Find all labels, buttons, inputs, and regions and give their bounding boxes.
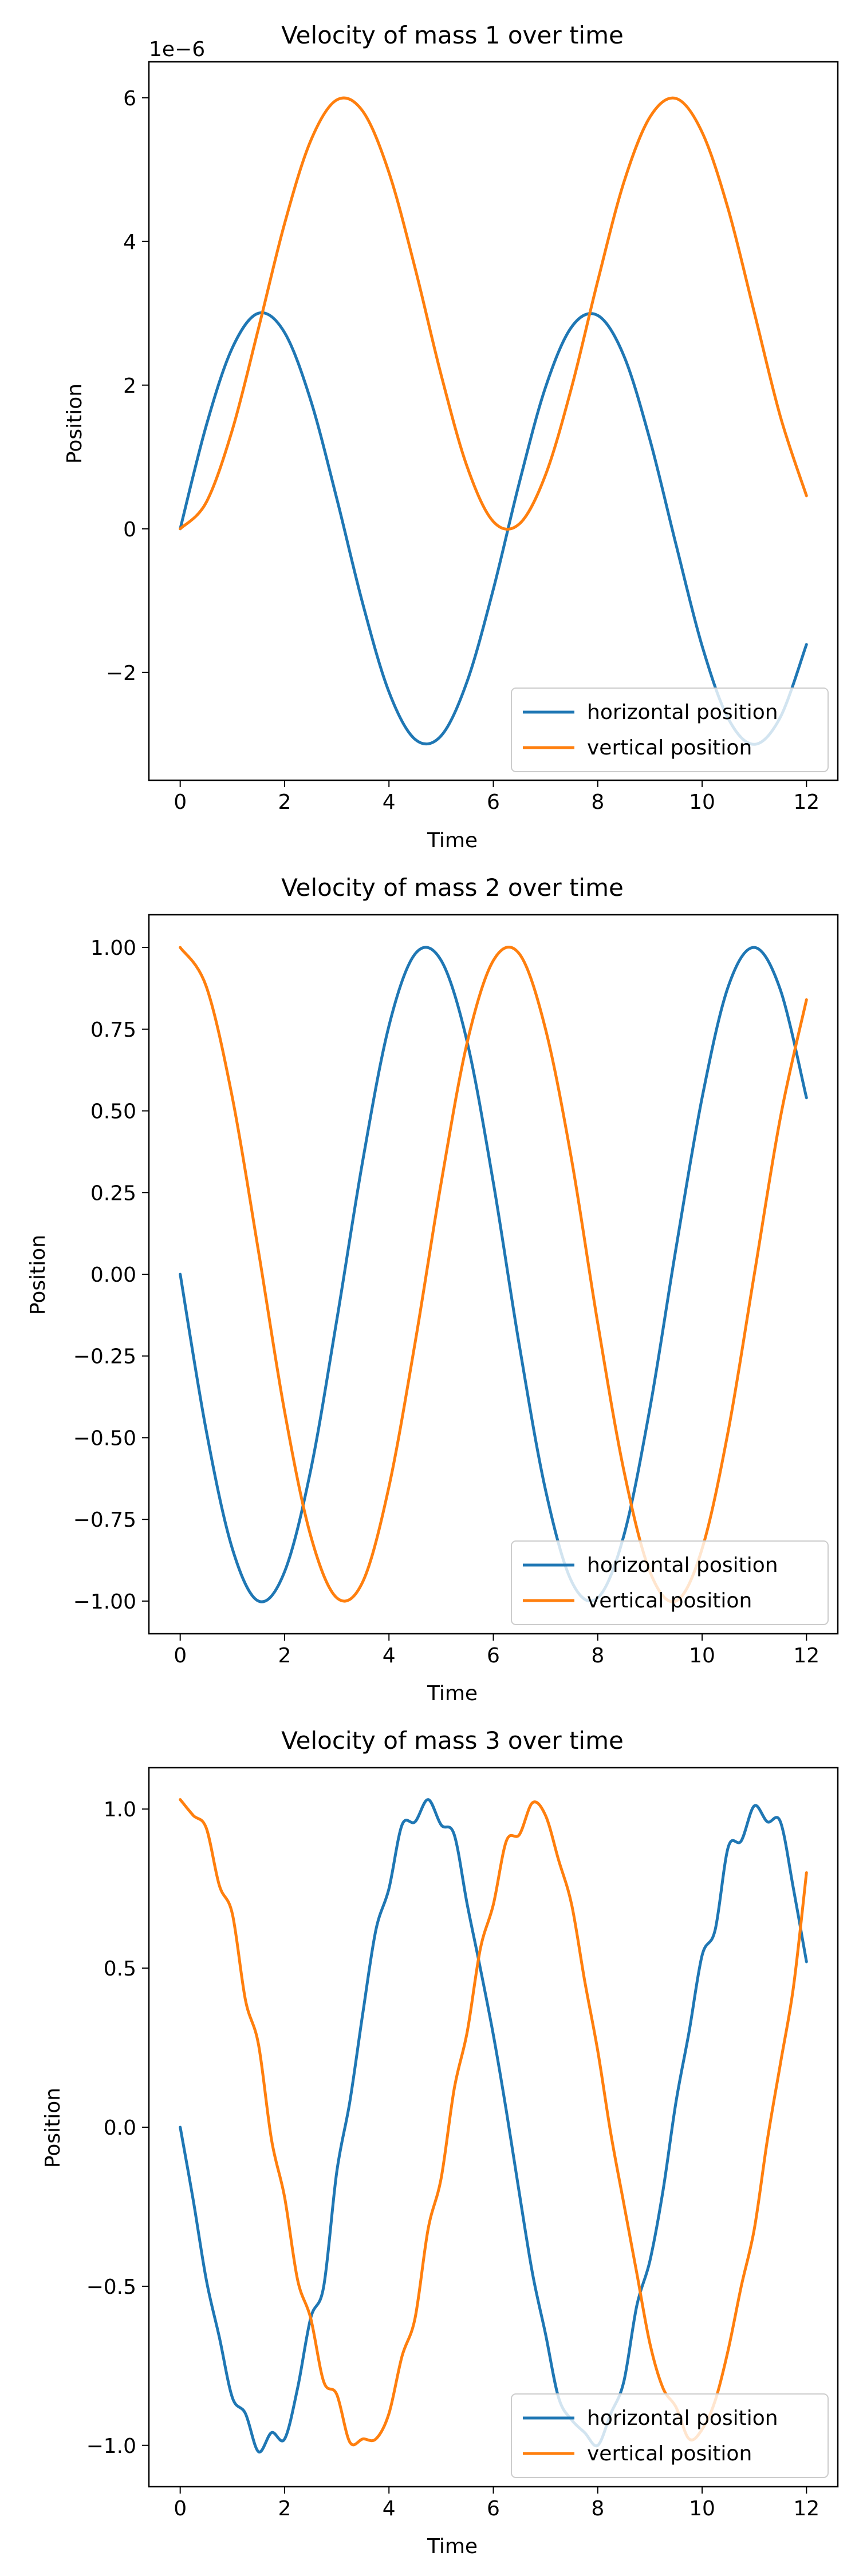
series-line-vertical (179, 96, 808, 531)
y-tick-label: −0.75 (73, 1508, 136, 1532)
y-tick-label: 0.50 (90, 1100, 136, 1124)
y-tick-label: 4 (123, 231, 136, 254)
x-tick-label: 8 (591, 791, 604, 814)
y-tick-label: 0.75 (90, 1018, 136, 1042)
y-tick-label: 1.00 (90, 937, 136, 960)
legend-label-horizontal: horizontal position (587, 1554, 778, 1577)
x-tick-label: 8 (591, 1644, 604, 1668)
y-tick-label: 2 (123, 374, 136, 398)
y-tick-label: 0.25 (90, 1182, 136, 1205)
y-tick-label: −0.50 (73, 1427, 136, 1450)
chart-panel-3: Velocity of mass 3 over time Time Positi… (41, 1726, 839, 2558)
legend: horizontal position vertical position (511, 2393, 829, 2478)
legend: horizontal position vertical position (511, 688, 829, 772)
y-axis-label: Position (63, 384, 86, 464)
y-axis-label: Position (41, 2088, 65, 2168)
x-tick-label: 12 (793, 2497, 819, 2520)
x-tick-label: 8 (591, 2497, 604, 2520)
y-axis-label: Position (26, 1235, 50, 1315)
legend-label-horizontal: horizontal position (587, 2407, 778, 2430)
y-tick-label: 6 (123, 87, 136, 110)
y-offset-label: 1e−6 (149, 38, 205, 61)
x-tick-label: 10 (689, 2497, 715, 2520)
x-tick-label: 2 (278, 1644, 291, 1668)
y-tick-label: −1.0 (86, 2435, 136, 2458)
axes-frame (148, 61, 839, 781)
legend-box (511, 688, 829, 772)
axes-frame (148, 914, 839, 1635)
y-tick-label: −0.5 (86, 2275, 136, 2299)
x-tick-label: 2 (278, 791, 291, 814)
chart-panel-1: Velocity of mass 1 over time 1e−6 Time P… (63, 21, 839, 852)
y-tick-label: −0.25 (73, 1345, 136, 1369)
x-tick-label: 0 (174, 791, 187, 814)
y-tick-label: 0 (123, 518, 136, 542)
y-tick-label: −1.00 (73, 1590, 136, 1614)
legend-box (511, 2393, 829, 2478)
x-tick-label: 6 (487, 791, 500, 814)
chart-title: Velocity of mass 1 over time (281, 21, 624, 49)
y-tick-label: −2 (106, 662, 136, 685)
chart-panel-2: Velocity of mass 2 over time Time Positi… (26, 874, 839, 1705)
x-axis-label: Time (427, 2535, 478, 2558)
x-axis-label: Time (427, 829, 478, 852)
x-tick-label: 6 (487, 1644, 500, 1668)
y-tick-label: 0.0 (104, 2116, 136, 2140)
x-tick-label: 4 (383, 791, 396, 814)
series-line-horizontal (179, 946, 808, 1603)
y-tick-label: 1.0 (104, 1798, 136, 1822)
x-tick-label: 12 (793, 791, 819, 814)
chart-title: Velocity of mass 3 over time (281, 1726, 624, 1755)
x-tick-label: 6 (487, 2497, 500, 2520)
x-tick-label: 10 (689, 791, 715, 814)
y-tick-label: 0.00 (90, 1263, 136, 1287)
x-tick-label: 12 (793, 1644, 819, 1668)
x-tick-label: 0 (174, 1644, 187, 1668)
x-tick-label: 10 (689, 1644, 715, 1668)
axes-frame (148, 1767, 839, 2488)
x-tick-label: 0 (174, 2497, 187, 2520)
x-axis-label: Time (427, 1682, 478, 1705)
plot-area-1: 0 2 4 6 8 10 12 −2 0 2 4 6 (106, 87, 819, 814)
legend-label-vertical: vertical position (587, 2442, 752, 2466)
chart-title: Velocity of mass 2 over time (281, 874, 624, 902)
x-tick-label: 4 (383, 1644, 396, 1668)
series-line-vertical (179, 946, 808, 1603)
legend-label-vertical: vertical position (587, 736, 752, 760)
legend: horizontal position vertical position (511, 1540, 829, 1625)
x-tick-label: 2 (278, 2497, 291, 2520)
series-line-horizontal (179, 311, 808, 746)
legend-label-horizontal: horizontal position (587, 701, 778, 724)
x-tick-label: 4 (383, 2497, 396, 2520)
plot-area-2: 0 2 4 6 8 10 12 −1.00 −0.75 −0.50 −0.25 0.00 0.25 0.5… (73, 937, 820, 1668)
series-line-horizontal (179, 1798, 808, 2453)
legend-label-vertical: vertical position (587, 1589, 752, 1613)
legend-box (511, 1540, 829, 1625)
y-tick-label: 0.5 (104, 1957, 136, 1981)
